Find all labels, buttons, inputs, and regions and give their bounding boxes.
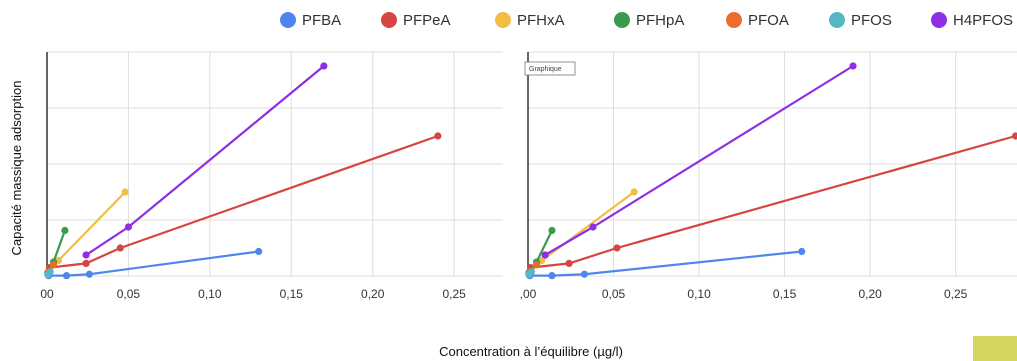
tooltip-label: Graphique [529, 66, 562, 73]
legend-label: PFOS [851, 12, 892, 29]
data-point[interactable] [527, 268, 536, 276]
series-line [48, 250, 259, 277]
x-tick-label: 0,25 [442, 287, 466, 301]
legend-item-pfba[interactable]: PFBA [280, 12, 341, 29]
data-point[interactable] [532, 261, 541, 269]
data-point[interactable] [255, 247, 263, 256]
x-axis-title: Concentration à l’équilibre (µg/l) [439, 344, 623, 359]
legend-label: PFPeA [403, 12, 451, 29]
x-tick-label: 0,25 [944, 287, 968, 301]
x-tick-label: 0,10 [687, 287, 711, 301]
legend-swatch [931, 12, 947, 28]
legend-swatch [381, 12, 397, 28]
y-axis-title: Capacité massique adsorption [9, 81, 24, 256]
x-tick-label: 0,20 [858, 287, 882, 301]
data-point[interactable] [62, 272, 71, 280]
x-tick-label: 00 [40, 287, 54, 301]
grid [47, 51, 503, 277]
legend-label: PFHxA [517, 12, 565, 29]
legend-item-h4pfos[interactable]: H4PFOS [931, 12, 1013, 29]
data-point[interactable] [320, 62, 328, 70]
legend-swatch [829, 12, 845, 28]
legend-label: H4PFOS [953, 12, 1013, 29]
data-point[interactable] [121, 188, 129, 196]
legend-item-pfhxa[interactable]: PFHxA [495, 12, 565, 29]
data-point[interactable] [849, 62, 857, 70]
legend-swatch [614, 12, 630, 28]
data-point[interactable] [116, 244, 124, 252]
legend-item-pfhpa[interactable]: PFHpA [614, 12, 684, 29]
series-pfpea [45, 132, 442, 272]
x-tick-label: 0,10 [198, 287, 222, 301]
corner-badge [973, 336, 1017, 361]
series-h4pfos [541, 62, 857, 259]
data-point[interactable] [548, 272, 556, 280]
data-point[interactable] [85, 270, 93, 278]
data-point[interactable] [580, 270, 589, 278]
legend-label: PFBA [302, 12, 341, 29]
data-point[interactable] [565, 259, 573, 267]
legend: PFBA PFPeA PFHxA PFHpA PFOA PFOS H4PFOS [280, 12, 1013, 29]
x-tick-label: 0,15 [280, 287, 304, 301]
legend-label: PFOA [748, 12, 789, 29]
legend-item-pfoa[interactable]: PFOA [726, 12, 789, 29]
legend-item-pfos[interactable]: PFOS [829, 12, 892, 29]
data-point[interactable] [82, 259, 90, 267]
series-pfos [44, 268, 54, 279]
series-line [530, 134, 1016, 269]
legend-swatch [495, 12, 511, 28]
data-point[interactable] [613, 244, 621, 252]
x-tick-label: 0,05 [602, 287, 626, 301]
data-point[interactable] [61, 226, 69, 235]
legend-swatch [726, 12, 742, 28]
series-pfos [525, 268, 536, 279]
data-point[interactable] [49, 261, 58, 269]
tooltip-box: Graphique [524, 61, 576, 76]
x-tick-label: ,00 [520, 287, 537, 301]
grid [528, 51, 1017, 277]
x-tick-label: 0,20 [361, 287, 385, 301]
data-point[interactable] [798, 247, 806, 256]
data-point[interactable] [589, 223, 597, 231]
legend-item-pfpea[interactable]: PFPeA [381, 12, 451, 29]
series-line [529, 250, 802, 277]
legend-label: PFHpA [636, 12, 684, 29]
series-line [49, 134, 439, 269]
data-point[interactable] [541, 251, 549, 259]
data-point[interactable] [1011, 132, 1017, 140]
data-point[interactable] [124, 223, 133, 231]
data-point[interactable] [46, 268, 54, 276]
chart-panel-left: 00 0,05 0,10 0,15 0,20 0,25 [40, 51, 503, 301]
x-tick-label: 0,15 [773, 287, 797, 301]
legend-swatch [280, 12, 296, 28]
series-line [85, 65, 325, 256]
data-point[interactable] [548, 226, 556, 235]
data-point[interactable] [630, 188, 638, 196]
x-tick-label: 0,05 [117, 287, 141, 301]
data-point[interactable] [82, 251, 90, 259]
chart-panel-right: ,00 0,05 0,10 0,15 0,20 0,25 [520, 51, 1017, 301]
data-point[interactable] [434, 132, 442, 140]
series-h4pfos [82, 62, 328, 259]
series-pfpea [526, 132, 1017, 272]
